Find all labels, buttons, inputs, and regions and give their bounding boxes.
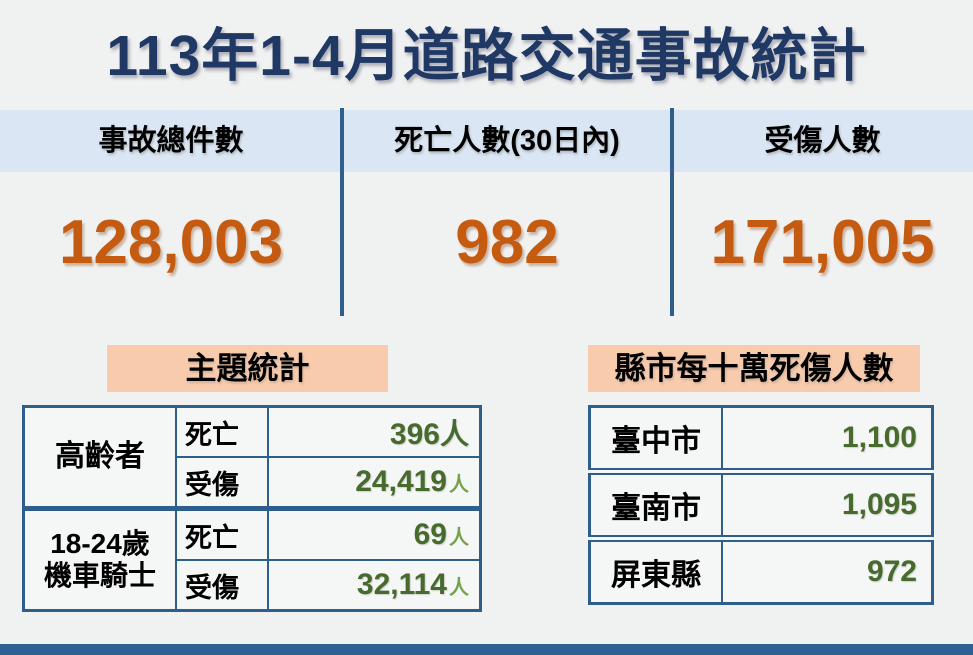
table-row: 臺南市 1,095	[588, 468, 934, 540]
young-riders-death-value: 69 人	[267, 506, 482, 561]
county-name-tainan: 臺南市	[588, 468, 723, 540]
table-row: 臺中市 1,100	[588, 405, 934, 473]
value-unit: 人	[439, 419, 469, 451]
category-young-riders: 18-24歲 機車騎士	[22, 506, 177, 612]
county-value-pingtung: 972	[721, 535, 934, 605]
header-deaths-30days: 死亡人數(30日內)	[394, 125, 620, 157]
value-unit: 人	[449, 577, 469, 599]
elderly-injured-value: 24,419 人	[267, 456, 482, 510]
table-row: 屏東縣 972	[588, 535, 934, 605]
category-label-line2: 機車騎士	[43, 560, 156, 591]
category-elderly: 高齡者	[22, 405, 177, 510]
value-number: 32,114	[356, 568, 447, 601]
column-divider-left	[340, 108, 344, 316]
row-type-injured: 受傷	[175, 559, 269, 612]
footer-accent-bar	[0, 644, 973, 655]
county-stats-title: 縣市每十萬死傷人數	[588, 345, 920, 392]
table-row: 受傷 24,419 人	[24, 456, 482, 510]
value-unit: 人	[449, 527, 469, 549]
header-injured: 受傷人數	[764, 125, 881, 157]
row-type-death: 死亡	[175, 405, 269, 458]
table-row: 18-24歲 機車騎士 死亡 69 人	[22, 506, 482, 612]
table-row: 受傷 32,114 人	[24, 559, 482, 612]
deaths-value: 982	[455, 208, 559, 277]
county-name-pingtung: 屏東縣	[588, 535, 723, 605]
county-value-taichung: 1,100	[721, 405, 934, 473]
elderly-death-value: 396人	[267, 405, 482, 458]
row-type-death: 死亡	[175, 506, 269, 561]
table-row: 高齡者 死亡 396人	[22, 405, 482, 510]
county-value-tainan: 1,095	[721, 468, 934, 540]
county-stats-table: 臺中市 1,100 臺南市 1,095 屏東縣 972	[588, 405, 934, 605]
category-label-line1: 18-24歲	[50, 527, 150, 559]
summary-values-row: 128,003 982 171,005	[0, 202, 973, 284]
category-label: 高齡者	[55, 439, 145, 473]
page-title: 113年1-4月道路交通事故統計	[106, 24, 867, 88]
value-unit: 人	[449, 474, 469, 496]
summary-header-band: 事故總件數 死亡人數(30日內) 受傷人數	[0, 110, 973, 172]
header-total-accidents: 事故總件數	[98, 125, 244, 157]
value-number: 24,419	[355, 465, 447, 498]
young-riders-injured-value: 32,114 人	[267, 559, 482, 612]
column-divider-right	[670, 108, 674, 316]
value-number: 69	[413, 518, 447, 551]
total-accidents-value: 128,003	[58, 208, 284, 277]
value-number: 396	[389, 418, 440, 451]
injured-value: 171,005	[710, 208, 935, 277]
county-name-taichung: 臺中市	[588, 405, 723, 473]
theme-stats-title: 主題統計	[107, 345, 388, 392]
row-type-injured: 受傷	[175, 456, 269, 510]
theme-stats-table: 高齡者 死亡 396人 受傷 24,419 人 18-24歲 機車騎士 死亡 69…	[22, 405, 482, 612]
